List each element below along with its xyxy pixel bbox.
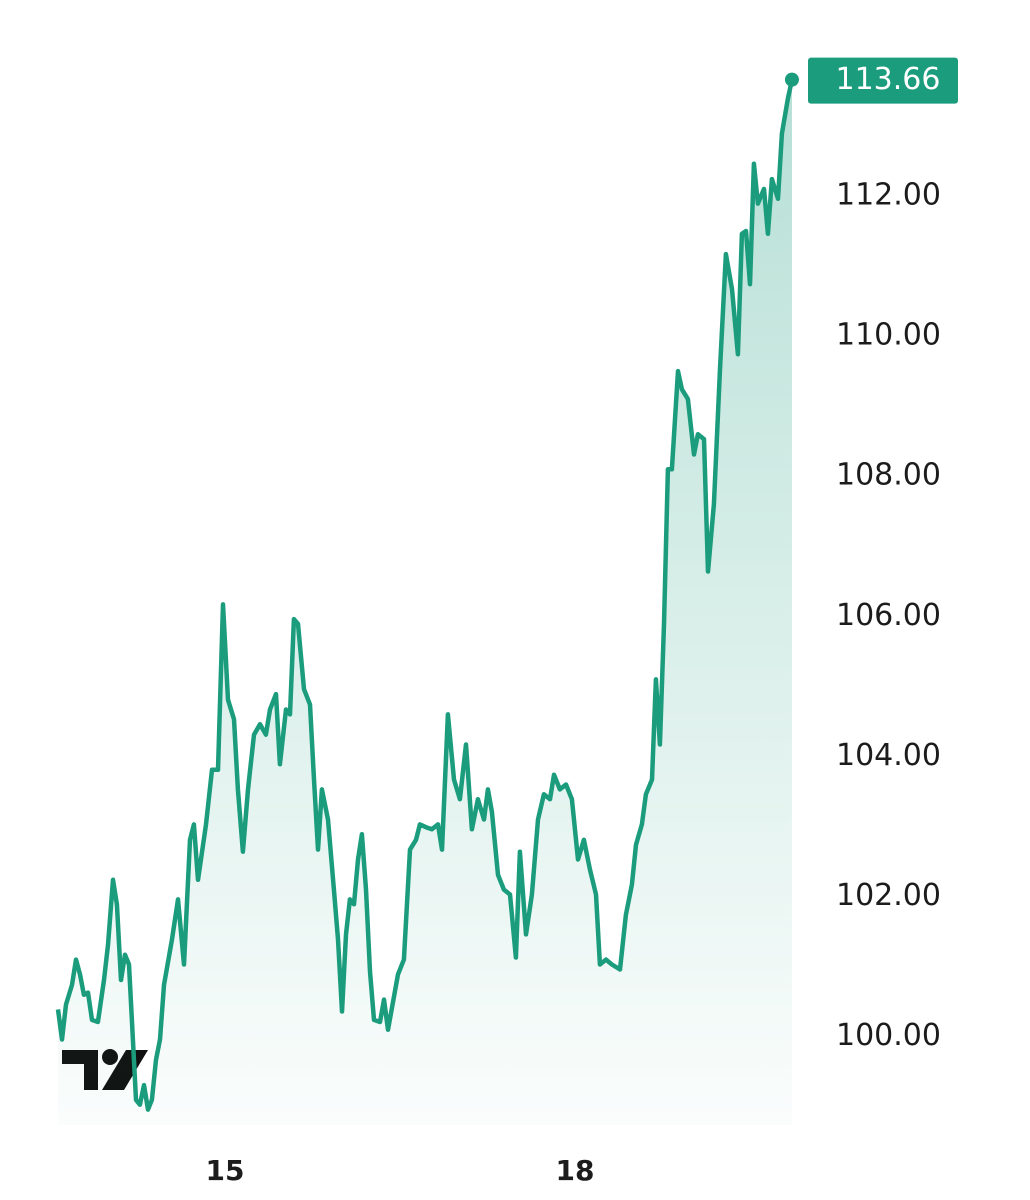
y-tick-label: 112.00 [836, 177, 941, 212]
last-point [784, 72, 799, 87]
x-tick-label: 15 [205, 1154, 244, 1187]
y-tick-label: 100.00 [836, 1018, 941, 1053]
y-tick-label: 110.00 [836, 318, 941, 353]
y-tick-label: 104.00 [836, 738, 941, 773]
y-tick-label: 102.00 [836, 878, 941, 913]
area [58, 79, 792, 1126]
line [55, 79, 795, 1112]
y-tick-label: 106.00 [836, 598, 941, 633]
y-tick-label: 108.00 [836, 458, 941, 493]
x-tick-label: 18 [555, 1154, 594, 1187]
price-label: 113.66 [836, 62, 941, 97]
price-badge [808, 57, 958, 104]
